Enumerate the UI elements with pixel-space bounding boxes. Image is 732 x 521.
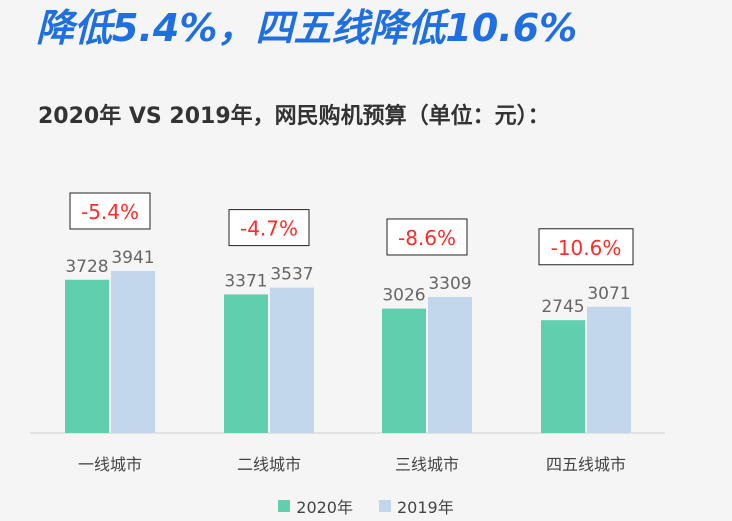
legend-label-2020: 2020年 — [296, 498, 353, 517]
bar-2020 — [541, 320, 585, 433]
legend-label-2019: 2019年 — [397, 498, 454, 517]
change-annotation-box — [69, 192, 151, 230]
data-label: 3728 — [65, 257, 108, 277]
change-annotation-box — [228, 209, 310, 247]
chart-subtitle: 2020年 VS 2019年，网民购机预算（单位：元）： — [38, 104, 550, 129]
bar-2020 — [224, 294, 268, 433]
legend-swatch-2019 — [379, 500, 391, 512]
data-label: 3941 — [111, 248, 154, 268]
data-label: 3026 — [382, 286, 425, 306]
data-label: 2745 — [541, 297, 584, 317]
x-tick-label: 四五线城市 — [546, 455, 626, 474]
legend-swatch-2020 — [278, 500, 291, 512]
data-label: 3371 — [224, 271, 267, 291]
legend: 2020年 2019年 — [0, 494, 732, 518]
bar-2019 — [111, 271, 155, 433]
x-tick-label: 二线城市 — [237, 455, 301, 474]
change-annotation-box — [538, 228, 634, 266]
bar-2019 — [587, 306, 631, 433]
legend-item-2020: 2020年 — [278, 494, 353, 518]
change-annotation-box — [386, 218, 468, 256]
bar-2020 — [65, 279, 109, 433]
legend-item-2019: 2019年 — [379, 494, 454, 518]
change-annotation: -4.7% — [240, 217, 298, 241]
change-annotation: -8.6% — [398, 226, 456, 250]
change-annotation: -5.4% — [81, 200, 139, 224]
bar-2019 — [428, 296, 472, 433]
x-tick-label: 三线城市 — [395, 455, 459, 474]
bar-2020 — [382, 308, 426, 433]
x-tick-label: 一线城市 — [78, 455, 142, 474]
data-label: 3537 — [270, 265, 313, 285]
data-label: 3309 — [428, 274, 471, 294]
bar-2019 — [270, 287, 314, 433]
data-label: 3071 — [587, 284, 630, 304]
change-annotation: -10.6% — [551, 236, 622, 260]
headline: 降低5.4%，四五线降低10.6% — [36, 6, 578, 50]
